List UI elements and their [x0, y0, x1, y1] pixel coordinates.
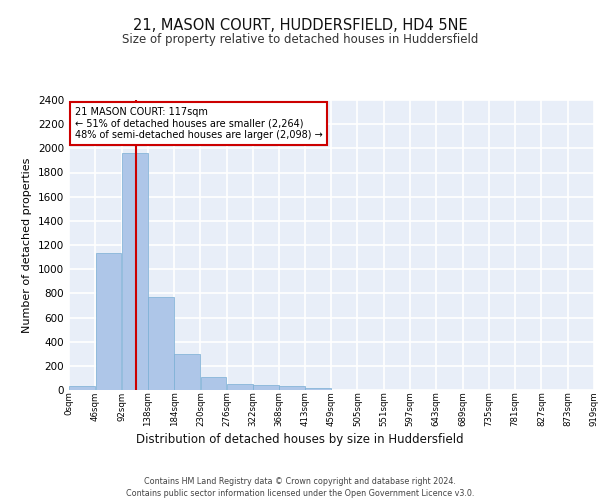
Bar: [175, 354, 200, 390]
Text: Contains HM Land Registry data © Crown copyright and database right 2024.: Contains HM Land Registry data © Crown c…: [144, 478, 456, 486]
Text: Contains public sector information licensed under the Open Government Licence v3: Contains public sector information licen…: [126, 489, 474, 498]
Bar: [148, 297, 174, 390]
Bar: [122, 153, 148, 390]
Bar: [200, 378, 226, 390]
Bar: [253, 385, 279, 390]
Text: 21 MASON COURT: 117sqm
← 51% of detached houses are smaller (2,264)
48% of semi-: 21 MASON COURT: 117sqm ← 51% of detached…: [75, 108, 322, 140]
Bar: [280, 386, 305, 390]
Bar: [227, 384, 253, 390]
Bar: [305, 388, 331, 390]
Bar: [95, 253, 121, 390]
Bar: [69, 386, 95, 390]
Text: 21, MASON COURT, HUDDERSFIELD, HD4 5NE: 21, MASON COURT, HUDDERSFIELD, HD4 5NE: [133, 18, 467, 32]
Y-axis label: Number of detached properties: Number of detached properties: [22, 158, 32, 332]
Text: Distribution of detached houses by size in Huddersfield: Distribution of detached houses by size …: [136, 432, 464, 446]
Text: Size of property relative to detached houses in Huddersfield: Size of property relative to detached ho…: [122, 32, 478, 46]
